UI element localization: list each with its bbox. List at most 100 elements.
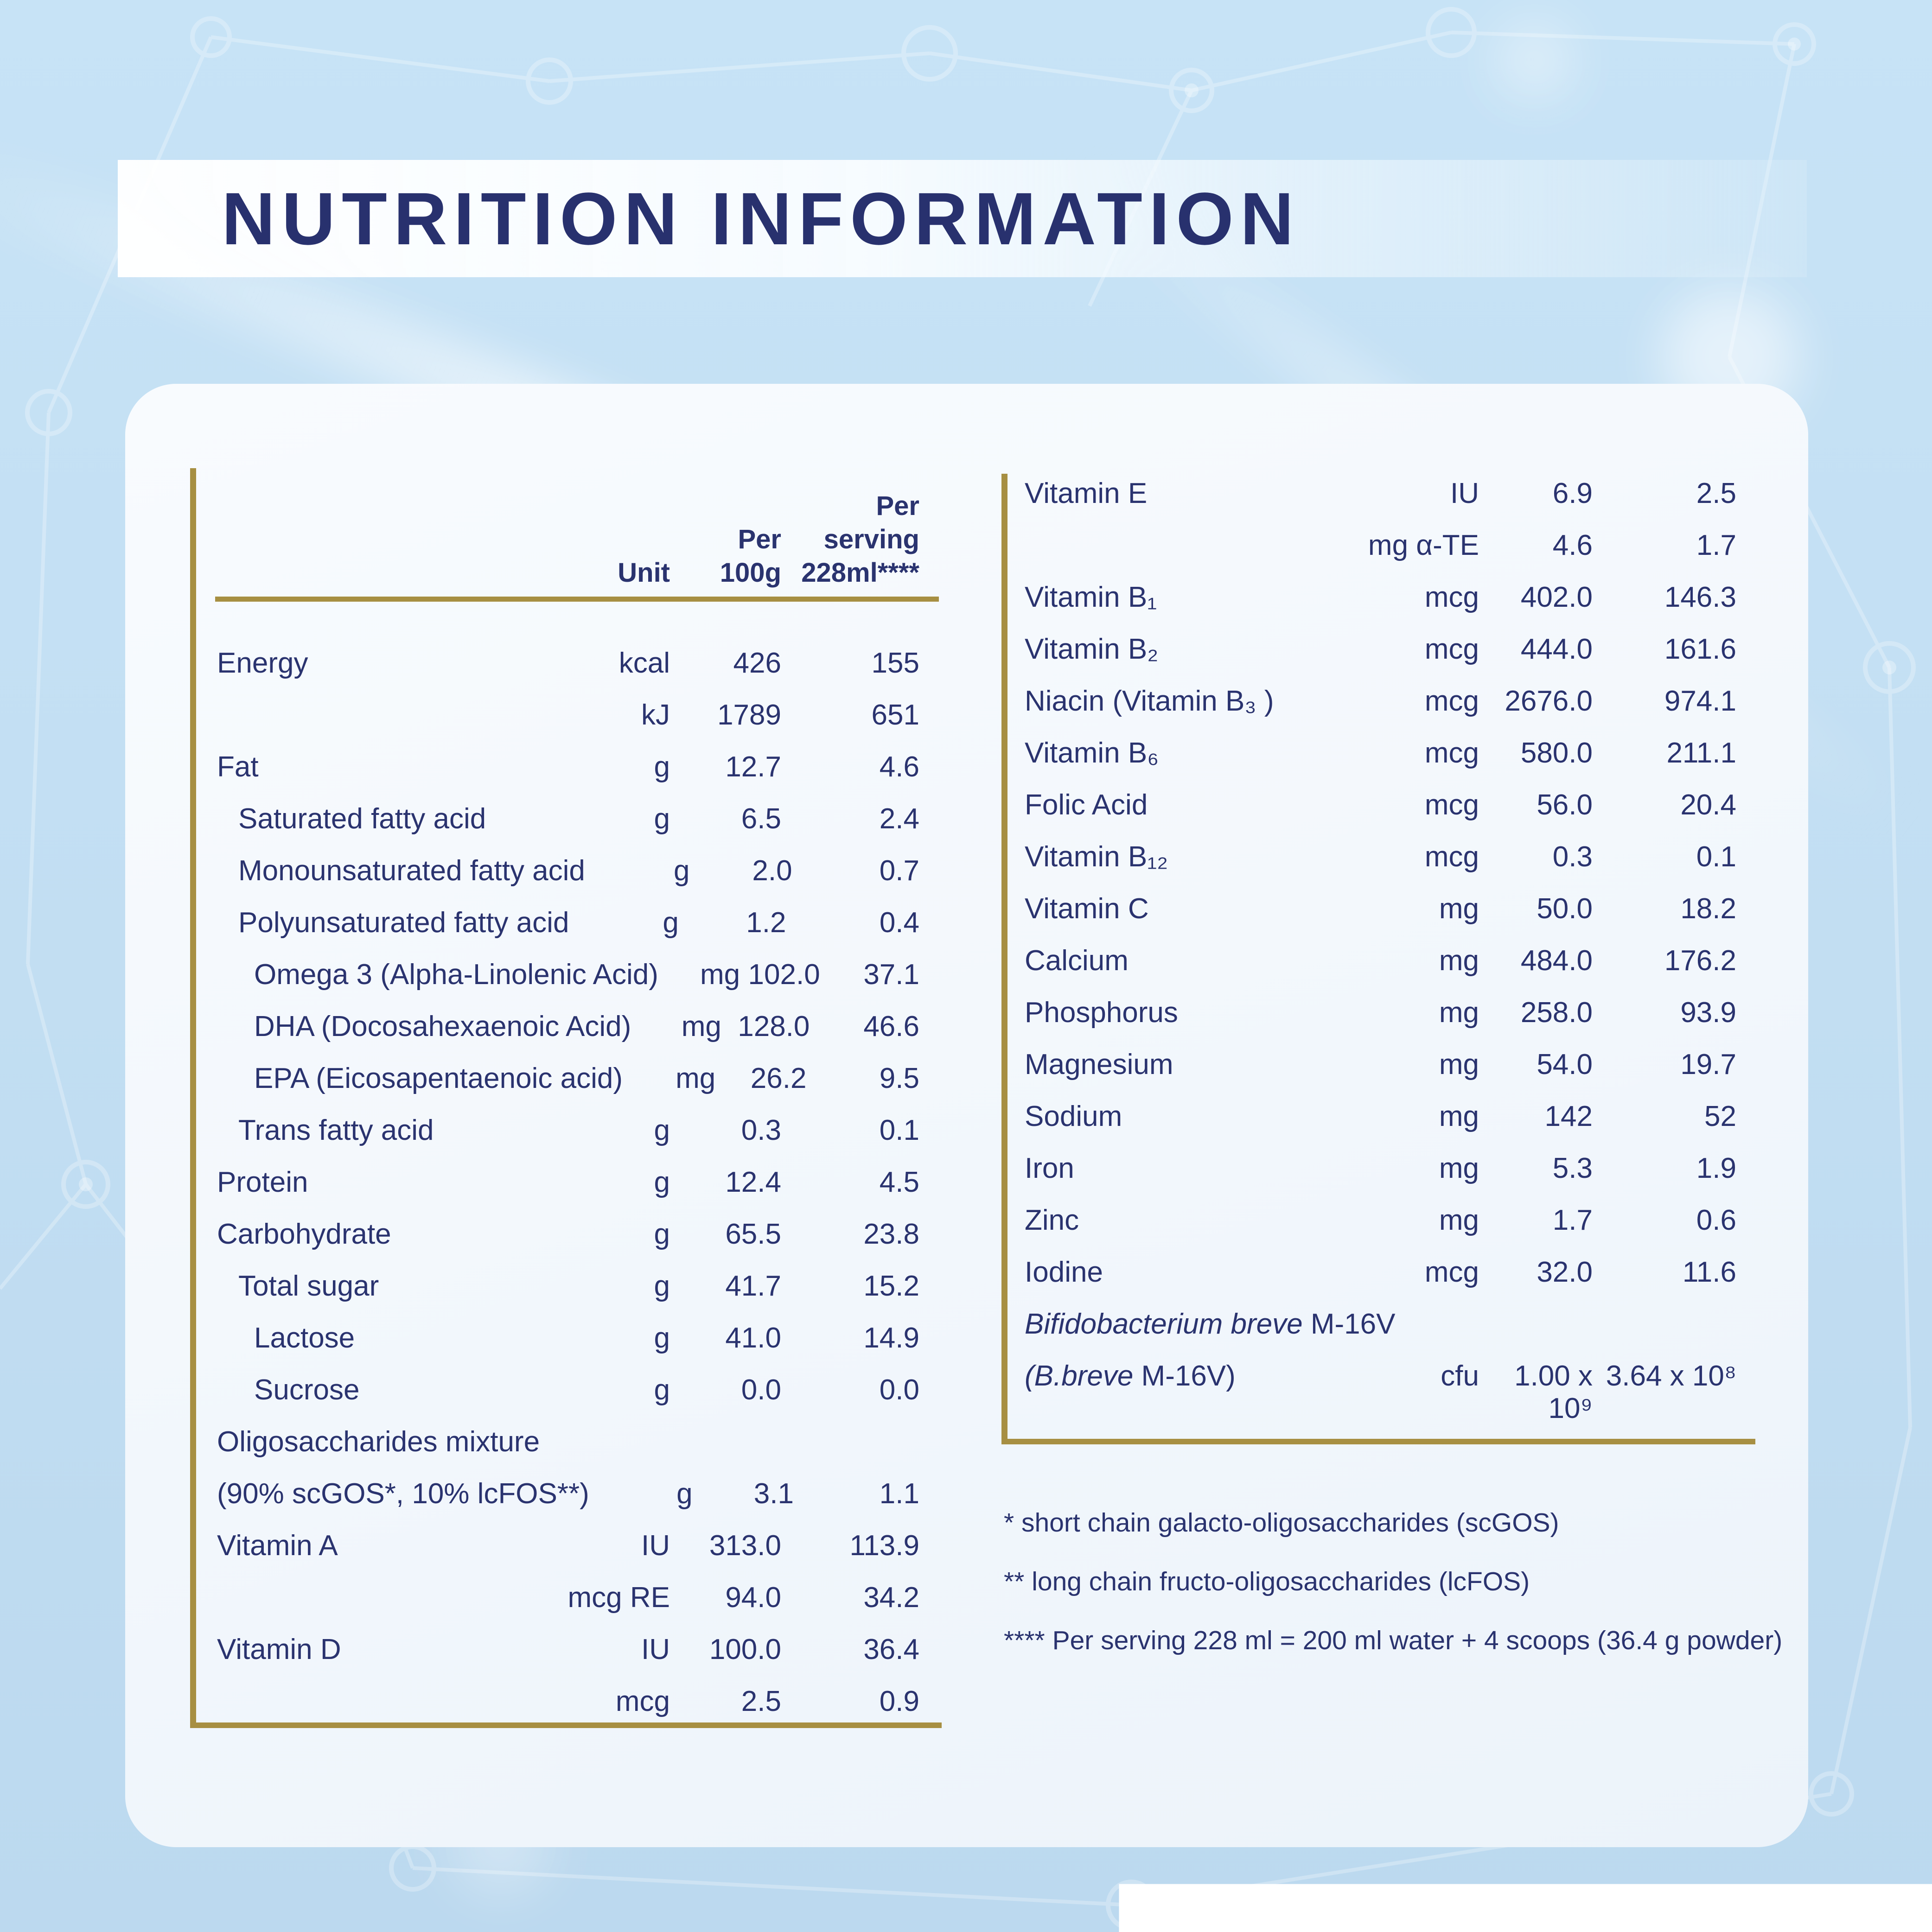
- table-row: Oligosaccharides mixture: [217, 1426, 919, 1478]
- table-row: Sucrose g 0.0 0.0: [217, 1374, 919, 1426]
- table-row: Sodium mg 142 52: [1025, 1100, 1736, 1152]
- per-100g-cell: 41.0: [670, 1322, 781, 1354]
- row-label: Vitamin D: [217, 1633, 556, 1666]
- per-serving-cell: 651: [781, 699, 919, 731]
- per-100g-cell: 54.0: [1479, 1049, 1593, 1081]
- per-serving-cell: 37.1: [820, 959, 919, 991]
- header-line: Unit: [618, 556, 670, 590]
- per-serving-cell: 211.1: [1593, 737, 1736, 769]
- table-row: Energy kcal 426 155: [217, 647, 919, 699]
- row-label: (90% scGOS*, 10% lcFOS**): [217, 1478, 589, 1510]
- table-row: Fat g 12.7 4.6: [217, 751, 919, 803]
- row-label: Trans fatty acid: [217, 1114, 556, 1147]
- row-label: Bifidobacterium breve M-16V: [1025, 1308, 1395, 1341]
- unit-cell: mcg: [1363, 841, 1479, 873]
- right-table-bottom-rule: [1001, 1439, 1755, 1444]
- row-label: Energy: [217, 647, 556, 680]
- unit-cell: g: [569, 907, 678, 939]
- row-label: Calcium: [1025, 945, 1363, 977]
- unit-cell: g: [556, 1270, 670, 1303]
- table-row: Lactose g 41.0 14.9: [217, 1322, 919, 1374]
- per-serving-cell: 15.2: [781, 1270, 919, 1303]
- unit-cell: g: [556, 1218, 670, 1251]
- table-row: Total sugar g 41.7 15.2: [217, 1270, 919, 1322]
- header-line: Per: [738, 523, 781, 556]
- left-table-header-rule: [215, 597, 939, 602]
- table-row: Vitamin Cmg 50.0 18.2: [1025, 893, 1736, 945]
- per-serving-cell: 52: [1593, 1100, 1736, 1133]
- per-serving-cell: 1.9: [1593, 1152, 1736, 1185]
- per-100g-cell: 0.3: [1479, 841, 1593, 873]
- unit-cell: mg: [1363, 1100, 1479, 1133]
- unit-cell: mcg: [1363, 685, 1479, 718]
- unit-cell: g: [556, 1374, 670, 1406]
- row-label: Saturated fatty acid: [217, 803, 556, 835]
- left-table-vertical-rule: [190, 468, 196, 1728]
- per-serving-cell: 146.3: [1593, 581, 1736, 614]
- unit-cell: cfu: [1363, 1360, 1479, 1392]
- row-label: Vitamin B₆: [1025, 737, 1363, 769]
- per-serving-cell: 93.9: [1593, 997, 1736, 1029]
- per-serving-cell: 2.5: [1593, 477, 1736, 510]
- per-100g-cell: 102.0: [740, 959, 820, 991]
- unit-cell: mcg: [1363, 737, 1479, 769]
- right-table-vertical-rule: [1001, 474, 1007, 1444]
- unit-cell: mg: [623, 1062, 715, 1095]
- per-serving-cell: 176.2: [1593, 945, 1736, 977]
- per-100g-cell: 3.1: [693, 1478, 794, 1510]
- per-100g-cell: 142: [1479, 1100, 1593, 1133]
- per-serving-cell: 36.4: [781, 1633, 919, 1666]
- per-serving-cell: 113.9: [781, 1530, 919, 1562]
- unit-cell: g: [585, 855, 690, 887]
- per-serving-cell: 1.7: [1593, 529, 1736, 562]
- row-label: Sucrose: [217, 1374, 556, 1406]
- unit-cell: kcal: [556, 647, 670, 680]
- table-row: mg α-TE 4.6 1.7: [1025, 529, 1736, 581]
- unit-cell: IU: [556, 1633, 670, 1666]
- unit-cell: g: [556, 1322, 670, 1354]
- row-label: EPA (Eicosapentaenoic acid): [217, 1062, 623, 1095]
- per-serving-cell: 0.6: [1593, 1204, 1736, 1237]
- table-row: mcg RE 94.0 34.2: [217, 1582, 919, 1633]
- unit-cell: mg: [1363, 1152, 1479, 1185]
- row-label: Monounsaturated fatty acid: [217, 855, 585, 887]
- table-row: mcg 2.5 0.9: [217, 1685, 919, 1737]
- row-label: Protein: [217, 1166, 556, 1199]
- table-row: Omega 3 (Alpha-Linolenic Acid) mg 102.0 37.…: [217, 959, 919, 1010]
- per-serving-cell: 0.0: [781, 1374, 919, 1406]
- footnotes: * short chain galacto-oligosaccharides (…: [1004, 1493, 1782, 1670]
- footnote-line: * short chain galacto-oligosaccharides (…: [1004, 1493, 1782, 1552]
- per-100g-cell: 426: [670, 647, 781, 680]
- table-row: kJ 1789 651: [217, 699, 919, 751]
- unit-cell: g: [589, 1478, 693, 1510]
- header-line: serving: [824, 523, 919, 556]
- per-serving-cell: 4.5: [781, 1166, 919, 1199]
- table-row: Folic Acid mcg 56.0 20.4: [1025, 789, 1736, 841]
- header-unit: Unit: [556, 556, 670, 590]
- left-table-header: Unit Per 100g Per serving 228ml****: [217, 464, 919, 590]
- row-label: Vitamin B₁: [1025, 581, 1363, 614]
- table-row: EPA (Eicosapentaenoic acid) mg 26.2 9.5: [217, 1062, 919, 1114]
- per-100g-cell: 1.00 x 10⁹: [1479, 1360, 1593, 1425]
- per-100g-cell: 32.0: [1479, 1256, 1593, 1289]
- per-serving-cell: 19.7: [1593, 1049, 1736, 1081]
- per-100g-cell: 0.0: [670, 1374, 781, 1406]
- unit-cell: g: [556, 1166, 670, 1199]
- per-serving-cell: 14.9: [781, 1322, 919, 1354]
- per-100g-cell: 258.0: [1479, 997, 1593, 1029]
- row-label: (B.breve M-16V): [1025, 1360, 1363, 1392]
- per-serving-cell: 20.4: [1593, 789, 1736, 821]
- row-label: Folic Acid: [1025, 789, 1363, 821]
- table-row: Vitamin B₂ mcg 444.0 161.6: [1025, 633, 1736, 685]
- table-row: Carbohydrate g 65.5 23.8: [217, 1218, 919, 1270]
- unit-cell: mg α-TE: [1363, 529, 1479, 562]
- unit-cell: mg: [1363, 1049, 1479, 1081]
- row-label: Zinc: [1025, 1204, 1363, 1237]
- per-100g-cell: 50.0: [1479, 893, 1593, 925]
- row-label: Omega 3 (Alpha-Linolenic Acid): [217, 959, 658, 991]
- per-100g-cell: 4.6: [1479, 529, 1593, 562]
- table-row: Vitamin B₁₂ mcg 0.3 0.1: [1025, 841, 1736, 893]
- per-100g-cell: 1.2: [679, 907, 786, 939]
- footnote-line: ** long chain fructo-oligosaccharides (l…: [1004, 1552, 1782, 1611]
- row-label-suffix: M-16V): [1133, 1360, 1235, 1392]
